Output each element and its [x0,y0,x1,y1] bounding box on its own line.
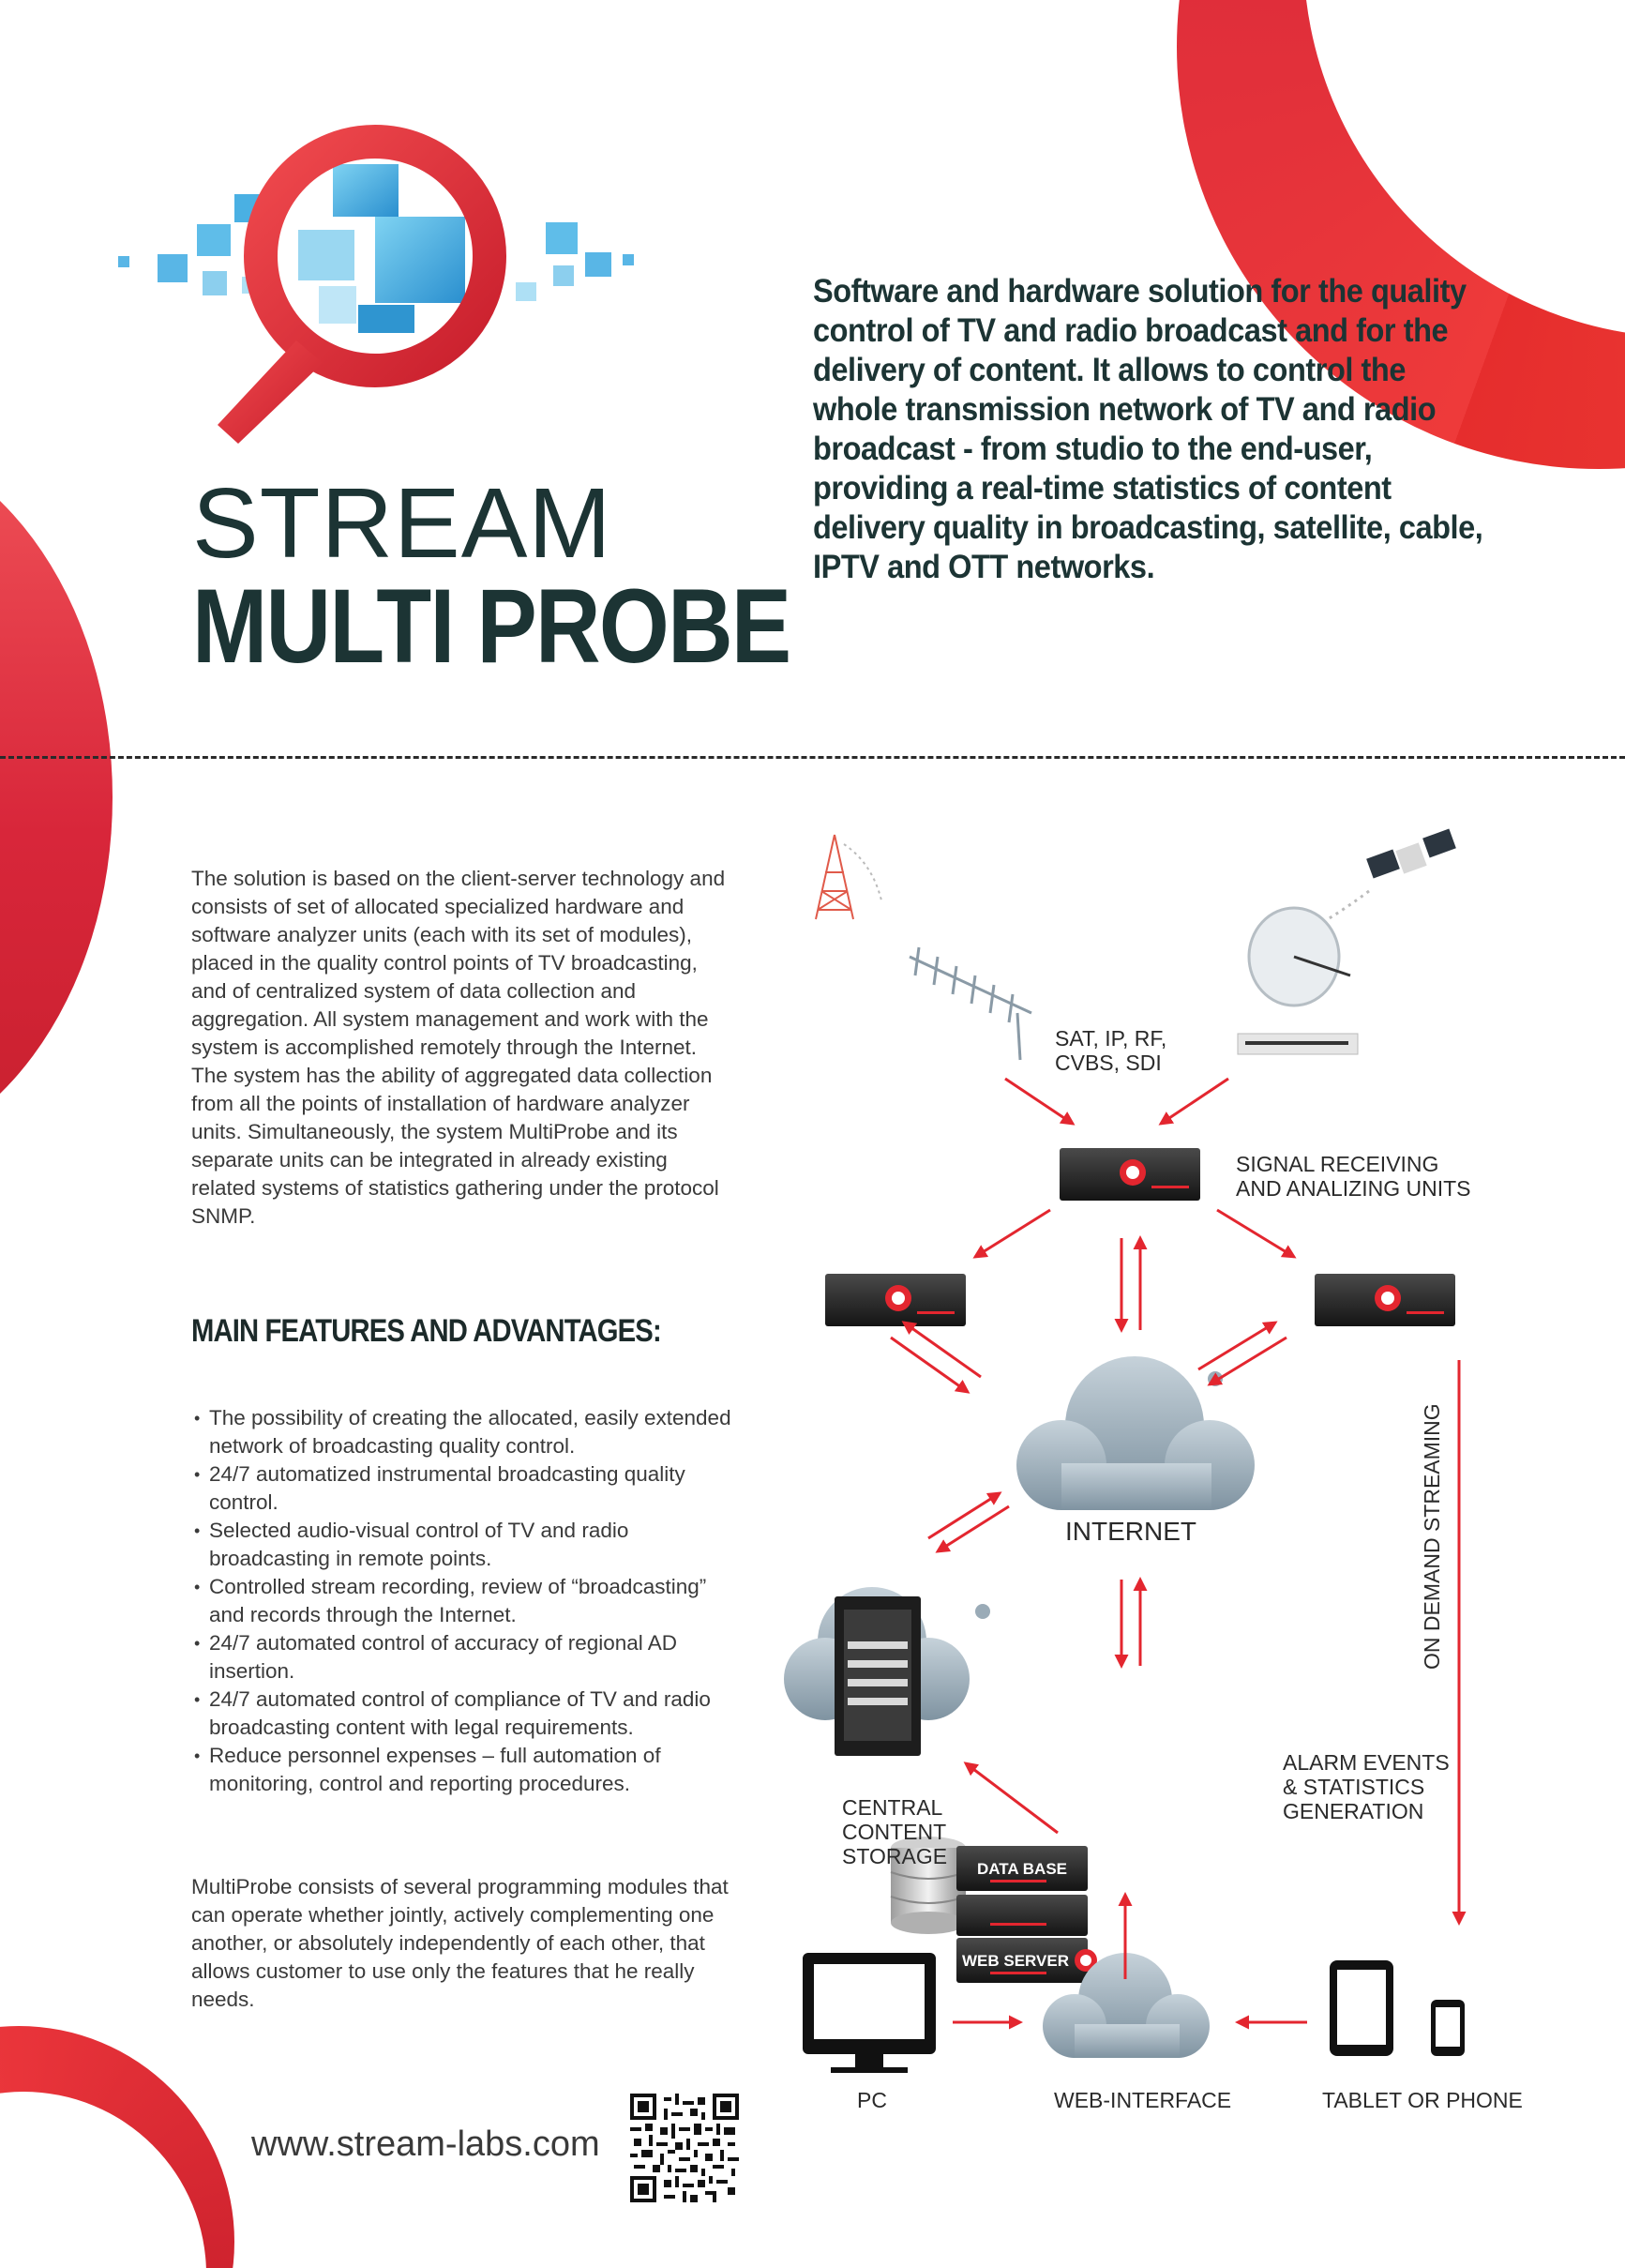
feature-item: The possibility of creating the allocate… [191,1404,735,1460]
tablet-phone-icon [1330,1960,1465,2056]
broadcast-tower-icon [815,834,882,920]
tablet-phone-label: TABLET OR PHONE [1322,2088,1523,2112]
website-link[interactable]: www.stream-labs.com [251,2124,600,2164]
alarm-events-label: ALARM EVENTS & STATISTICS GENERATION [1283,1750,1450,1823]
signal-types-line2: CVBS, SDI [1055,1051,1162,1075]
network-diagram: DATA BASE WEB SERVER SAT, IP, RF, CVBS, … [769,816,1523,2120]
central-storage-line2: CONTENT [842,1820,947,1844]
decorative-arc-left [0,431,113,1163]
pc-monitor-icon [803,1953,936,2073]
feature-item: 24/7 automatized instrumental broadcasti… [191,1460,735,1517]
receiving-units-label: SIGNAL RECEIVING AND ANALIZING UNITS [1236,1152,1470,1201]
internet-label: INTERNET [1065,1517,1196,1546]
features-list: The possibility of creating the allocate… [191,1404,735,1798]
signal-types-label: SAT, IP, RF, CVBS, SDI [1055,1026,1166,1075]
feature-item: Controlled stream recording, review of “… [191,1573,735,1629]
central-storage-label: CENTRAL CONTENT STORAGE [842,1795,947,1868]
alarm-events-line2: & STATISTICS [1283,1775,1425,1799]
intro-text: Software and hardware solution for the q… [813,273,1483,585]
feature-item: 24/7 automated control of compliance of … [191,1686,735,1742]
qr-code-icon[interactable] [630,2094,739,2202]
internet-cloud-icon [1016,1356,1255,1510]
central-storage-line3: STORAGE [842,1844,948,1868]
central-storage-line1: CENTRAL [842,1795,943,1820]
alarm-events-line1: ALARM EVENTS [1283,1750,1450,1775]
features-heading: MAIN FEATURES AND ADVANTAGES: [191,1313,662,1349]
webserver-tag: WEB SERVER [962,1952,1069,1970]
alarm-events-line3: GENERATION [1283,1799,1424,1823]
description-paragraph: The solution is based on the client-serv… [191,867,726,1228]
database-server-icon [956,1846,1097,1983]
analyzer-unit-main-icon [1060,1148,1200,1201]
database-icon [890,1837,967,1934]
receiving-units-line2: AND ANALIZING UNITS [1236,1176,1471,1201]
feature-item: 24/7 automated control of accuracy of re… [191,1629,735,1686]
receiving-units-line1: SIGNAL RECEIVING [1236,1152,1439,1176]
analyzer-unit-right-icon [1315,1274,1455,1326]
web-interface-cloud-icon [1043,1953,1210,2058]
pc-label: PC [857,2088,887,2112]
signal-types-line1: SAT, IP, RF, [1055,1026,1167,1051]
brand-name-stream: STREAM [192,468,612,579]
content-storage-icon [784,1587,990,1756]
dashed-divider [0,756,1625,759]
satellite-icon [1293,828,1456,940]
web-interface-label: WEB-INTERFACE [1054,2088,1232,2112]
on-demand-streaming-label: ON DEMAND STREAMING [1420,1403,1444,1670]
magnifier-logo-icon [118,125,634,444]
database-tag: DATA BASE [977,1860,1067,1878]
brand-name-multiprobe: MULTI PROBE [192,567,791,685]
feature-item: Selected audio-visual control of TV and … [191,1517,735,1573]
closing-paragraph: MultiProbe consists of several programmi… [191,1875,729,2011]
analyzer-unit-left-icon [825,1274,966,1326]
antenna-icon [909,946,1032,1061]
satellite-dish-icon [1237,906,1359,1055]
feature-item: Reduce personnel expenses – full automat… [191,1742,735,1798]
